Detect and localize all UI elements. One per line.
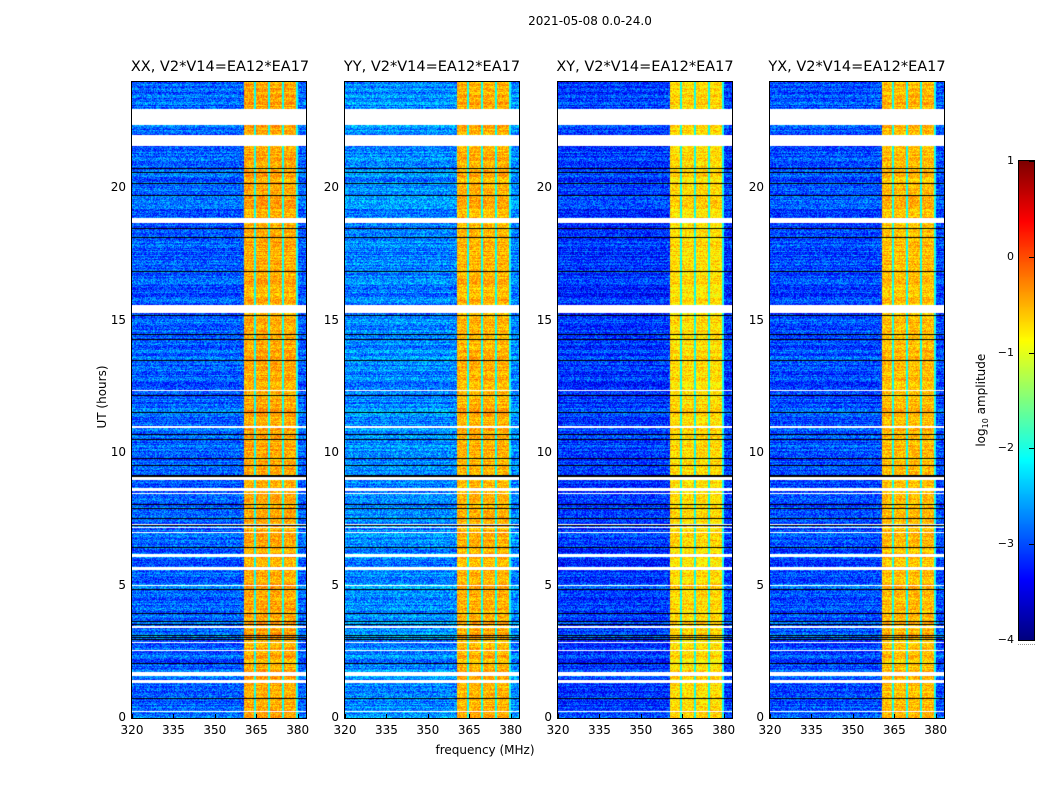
x-tick-label: 380 xyxy=(924,723,948,737)
panel-title-yx: YX, V2*V14=EA12*EA17 xyxy=(768,59,946,75)
colorbar-tick-mark xyxy=(1029,352,1034,354)
x-tick-mark xyxy=(935,714,937,718)
y-tick-label: 0 xyxy=(756,710,764,724)
x-tick-label: 365 xyxy=(670,723,694,737)
y-tick-label: 15 xyxy=(323,312,339,327)
x-tick-mark xyxy=(297,714,299,718)
y-tick-label: 15 xyxy=(110,312,126,327)
x-tick-mark xyxy=(132,714,133,718)
panel-title-xx: XX, V2*V14=EA12*EA17 xyxy=(130,59,310,75)
x-tick-label: 335 xyxy=(799,723,823,737)
x-tick-label: 350 xyxy=(203,723,227,737)
figure-title: 2021-05-08 0.0-24.0 xyxy=(528,14,652,28)
x-tick-label: 365 xyxy=(457,723,481,737)
x-tick-mark xyxy=(256,714,258,718)
y-tick-label: 5 xyxy=(756,577,764,592)
colorbar-tick-label: 0 xyxy=(1007,249,1014,263)
colorbar-label-sub: 10 xyxy=(981,418,991,429)
colorbar-label-log: log xyxy=(973,428,988,447)
y-tick-label: 20 xyxy=(110,180,126,194)
colorbar-extension-dots xyxy=(1018,644,1035,646)
spectrogram-xx xyxy=(132,82,306,718)
x-tick-mark xyxy=(811,714,813,718)
x-tick-label: 365 xyxy=(882,723,906,737)
x-tick-mark xyxy=(894,714,896,718)
y-tick-label: 20 xyxy=(536,180,552,194)
x-tick-mark xyxy=(640,714,642,718)
spectrogram-panel-xx xyxy=(131,81,307,719)
spectrogram-panel-xy xyxy=(557,81,733,719)
y-tick-label: 5 xyxy=(118,577,126,592)
x-tick-mark xyxy=(852,714,854,718)
x-tick-label: 350 xyxy=(416,723,440,737)
colorbar-tick-mark xyxy=(1029,640,1034,641)
x-tick-label: 365 xyxy=(244,723,268,737)
x-tick-mark xyxy=(770,714,771,718)
x-tick-mark xyxy=(173,714,175,718)
x-tick-label: 335 xyxy=(587,723,611,737)
colorbar-label: log10 amplitude xyxy=(974,340,990,460)
x-tick-mark xyxy=(214,714,216,718)
y-axis-label: UT (hours) xyxy=(95,365,109,429)
spectrogram-xy xyxy=(558,82,732,718)
y-tick-label: 10 xyxy=(323,445,339,459)
colorbar-gradient xyxy=(1019,161,1034,640)
colorbar-tick-mark xyxy=(1029,161,1034,162)
x-tick-label: 335 xyxy=(374,723,398,737)
y-tick-label: 20 xyxy=(323,180,339,194)
x-tick-label: 335 xyxy=(161,723,185,737)
y-tick-label: 10 xyxy=(748,445,764,459)
y-tick-label: 15 xyxy=(536,312,552,327)
x-tick-mark xyxy=(386,714,388,718)
colorbar-tick-mark xyxy=(1029,544,1034,546)
x-tick-mark xyxy=(558,714,559,718)
x-tick-mark xyxy=(599,714,601,718)
x-tick-label: 380 xyxy=(499,723,523,737)
x-tick-mark xyxy=(469,714,471,718)
colorbar-tick-label: 1 xyxy=(1007,154,1014,167)
colorbar-label-rest: amplitude xyxy=(973,353,988,419)
panel-title-xy: XY, V2*V14=EA12*EA17 xyxy=(556,59,734,75)
y-tick-label: 10 xyxy=(536,445,552,459)
x-tick-label: 320 xyxy=(546,723,570,737)
y-tick-label: 10 xyxy=(110,445,126,459)
spectrogram-panel-yy xyxy=(344,81,520,719)
x-tick-mark xyxy=(510,714,512,718)
x-tick-mark xyxy=(682,714,684,718)
y-tick-label: 20 xyxy=(748,180,764,194)
spectrogram-panel-yx xyxy=(769,81,945,719)
colorbar-tick-label: −3 xyxy=(997,537,1014,551)
y-tick-label: 5 xyxy=(544,577,552,592)
x-tick-mark xyxy=(427,714,429,718)
x-tick-mark xyxy=(345,714,346,718)
x-tick-mark xyxy=(723,714,725,718)
colorbar-tick-label: −2 xyxy=(997,441,1014,455)
spectrogram-yx xyxy=(770,82,944,718)
x-tick-label: 320 xyxy=(333,723,357,737)
colorbar-tick-mark xyxy=(1029,448,1034,450)
colorbar-tick-label: −1 xyxy=(997,345,1014,359)
y-tick-label: 0 xyxy=(544,710,552,724)
colorbar-tick-mark xyxy=(1029,256,1034,258)
spectrogram-yy xyxy=(345,82,519,718)
x-tick-label: 320 xyxy=(758,723,782,737)
x-axis-label: frequency (MHz) xyxy=(435,743,535,757)
x-tick-label: 320 xyxy=(120,723,144,737)
x-tick-label: 350 xyxy=(841,723,865,737)
x-tick-label: 350 xyxy=(629,723,653,737)
y-tick-label: 0 xyxy=(331,710,339,724)
y-tick-label: 15 xyxy=(748,312,764,327)
x-tick-label: 380 xyxy=(286,723,310,737)
y-tick-label: 0 xyxy=(118,710,126,724)
colorbar xyxy=(1018,160,1035,641)
panel-title-yy: YY, V2*V14=EA12*EA17 xyxy=(343,59,521,75)
y-tick-label: 5 xyxy=(331,577,339,592)
x-tick-label: 380 xyxy=(712,723,736,737)
colorbar-tick-label: −4 xyxy=(997,633,1014,646)
